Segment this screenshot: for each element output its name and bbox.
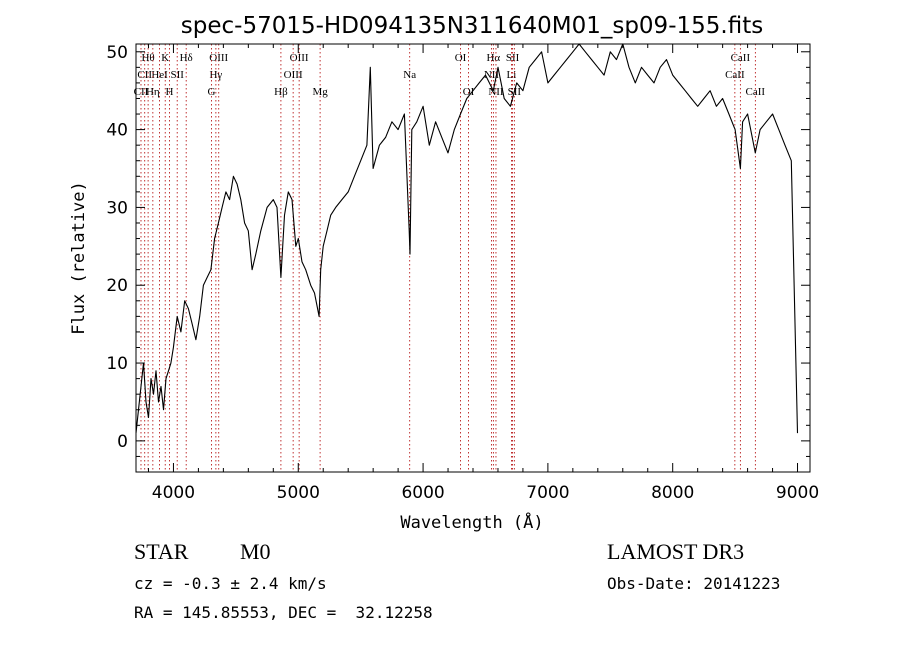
y-tick-label: 10: [106, 354, 128, 374]
spectral-line-label: CaII: [746, 86, 766, 98]
x-tick-label: 9000: [776, 483, 819, 503]
object-class: STAR: [134, 539, 189, 564]
spectral-line-label: SII: [506, 52, 520, 64]
spectral-line-label: CaII: [725, 69, 745, 81]
ra-dec: RA = 145.85553, DEC = 32.12258: [134, 603, 433, 622]
axes: 4000 5000 6000 7000 8000 9000 0 10 20 30 40 50: [106, 43, 819, 503]
plot-area: [135, 43, 799, 434]
y-axis-label: Flux (relative): [69, 181, 89, 335]
x-tick-label: 4000: [152, 483, 195, 503]
spectral-line-label: Hη: [146, 86, 160, 98]
spectral-line-label: CaII: [731, 52, 751, 64]
plot-frame: [135, 43, 811, 473]
x-tick-label: 6000: [401, 483, 444, 503]
spectral-line-label: G: [208, 86, 216, 98]
redshift-cz: cz = -0.3 ± 2.4 km/s: [134, 574, 327, 593]
y-tick-label: 50: [106, 43, 128, 63]
x-tick-label: 8000: [651, 483, 694, 503]
spectral-line-label: Mg: [312, 86, 328, 98]
spectral-line-label: CII: [134, 86, 149, 98]
spectral-line-label: HeI: [151, 69, 168, 81]
spectral-line-label: Li: [507, 69, 517, 81]
spectral-line-label: H: [165, 86, 173, 98]
spectral-line-label: CII: [137, 69, 152, 81]
obs-date: Obs-Date: 20141223: [607, 574, 781, 593]
spectral-line-label: OIII: [284, 69, 303, 81]
spectral-line-label: SII: [170, 69, 184, 81]
y-tick-label: 20: [106, 276, 128, 296]
spectral-line-markers: Hθ CII CII K HeI Hη Hδ SII H OIII Hγ G Hβ OIII OIII Mg N…: [134, 44, 766, 472]
chart-title: spec-57015-HD094135N311640M01_sp09-155.f…: [181, 13, 763, 39]
x-tick-label: 7000: [526, 483, 569, 503]
spectral-line-label: OI: [463, 86, 475, 98]
spectral-line-label: K: [161, 52, 169, 64]
x-axis-label: Wavelength (Å): [400, 511, 543, 533]
spectral-line-label: Hδ: [180, 52, 193, 64]
y-tick-label: 40: [106, 121, 128, 141]
spectrum-series-line: [135, 43, 799, 434]
spectral-line-label: Hβ: [274, 86, 288, 98]
spectral-line-label: OI: [455, 52, 467, 64]
spectral-line-label: Hθ: [141, 52, 154, 64]
survey-name: LAMOST DR3: [607, 539, 745, 564]
spectral-line-label: OIII: [290, 52, 309, 64]
spectral-line-label: Hα: [486, 52, 500, 64]
x-tick-label: 5000: [277, 483, 320, 503]
spectral-line-label: Na: [403, 69, 416, 81]
y-tick-label: 30: [106, 198, 128, 218]
spectral-line-label: OIII: [209, 52, 228, 64]
spectral-line-label: Hγ: [209, 69, 222, 81]
y-tick-label: 0: [117, 432, 128, 452]
object-subclass: M0: [240, 539, 271, 564]
